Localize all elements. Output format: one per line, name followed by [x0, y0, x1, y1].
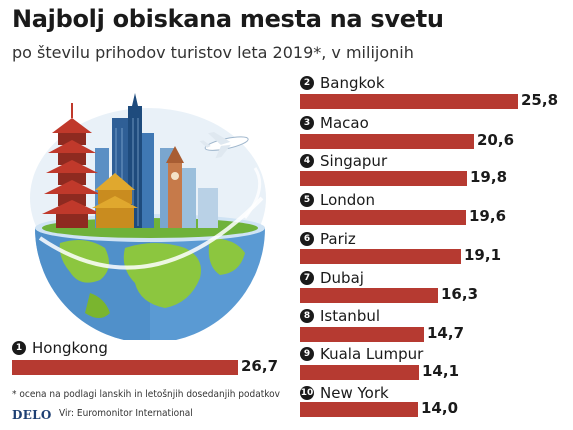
bar	[300, 288, 438, 303]
bar-label: 8 Istanbul	[300, 306, 380, 326]
rank-badge: 4	[300, 154, 314, 168]
bar-label: 7 Dubaj	[300, 268, 364, 288]
bar-value-label: 25,8	[521, 91, 559, 109]
bar-label: 6 Pariz	[300, 229, 356, 249]
bar-label: 9 Kuala Lumpur	[300, 344, 423, 364]
rank-badge: 9	[300, 347, 314, 361]
bar	[300, 402, 418, 417]
rank-badge: 5	[300, 193, 314, 207]
city-name: Macao	[320, 114, 369, 132]
bar-label: 10 New York	[300, 383, 389, 403]
city-name: Dubaj	[320, 269, 364, 287]
city-name: Kuala Lumpur	[320, 345, 424, 363]
rank-badge: 7	[300, 271, 314, 285]
rank-badge: 8	[300, 309, 314, 323]
rank-badge: 6	[300, 232, 314, 246]
rank-badge: 1	[12, 341, 26, 355]
bar-label: 1 Hongkong	[12, 338, 108, 358]
bar-value-label: 14,7	[427, 324, 465, 342]
bar-value-label: 19,1	[464, 246, 502, 264]
bar-label: 3 Macao	[300, 113, 369, 133]
source-note: Vir: Euromonitor International	[59, 408, 193, 419]
bar	[300, 210, 466, 225]
footnote: * ocena na podlagi lanskih in letošnjih …	[12, 389, 280, 400]
city-name: Hongkong	[32, 339, 108, 357]
city-name: Pariz	[320, 230, 356, 248]
bar-value-label: 16,3	[441, 285, 479, 303]
bar	[300, 327, 424, 342]
bar	[300, 171, 467, 186]
bar	[300, 94, 518, 109]
rank-badge: 10	[300, 386, 314, 400]
bar	[12, 360, 238, 375]
chart-subtitle: po številu prihodov turistov leta 2019*,…	[12, 43, 414, 62]
bar	[300, 249, 461, 264]
rank-badge: 3	[300, 116, 314, 130]
delo-logo: DELO	[12, 408, 52, 422]
city-name: Singapur	[320, 152, 388, 170]
bar-label: 5 London	[300, 190, 375, 210]
city-name: New York	[320, 384, 389, 402]
bar-label: 2 Bangkok	[300, 73, 385, 93]
chart-title: Najbolj obiskana mesta na svetu	[12, 5, 444, 33]
city-name: Bangkok	[320, 74, 385, 92]
bar-value-label: 14,0	[421, 399, 459, 417]
city-globe-illustration	[30, 93, 266, 340]
city-name: Istanbul	[320, 307, 381, 325]
rank-badge: 2	[300, 76, 314, 90]
bar	[300, 134, 474, 149]
city-name: London	[320, 191, 375, 209]
bar-value-label: 20,6	[477, 131, 515, 149]
bar-label: 4 Singapur	[300, 151, 387, 171]
bar-value-label: 14,1	[422, 362, 460, 380]
bar-value-label: 19,6	[469, 207, 507, 225]
bar	[300, 365, 419, 380]
bar-value-label: 26,7	[241, 357, 279, 375]
bar-value-label: 19,8	[470, 168, 508, 186]
